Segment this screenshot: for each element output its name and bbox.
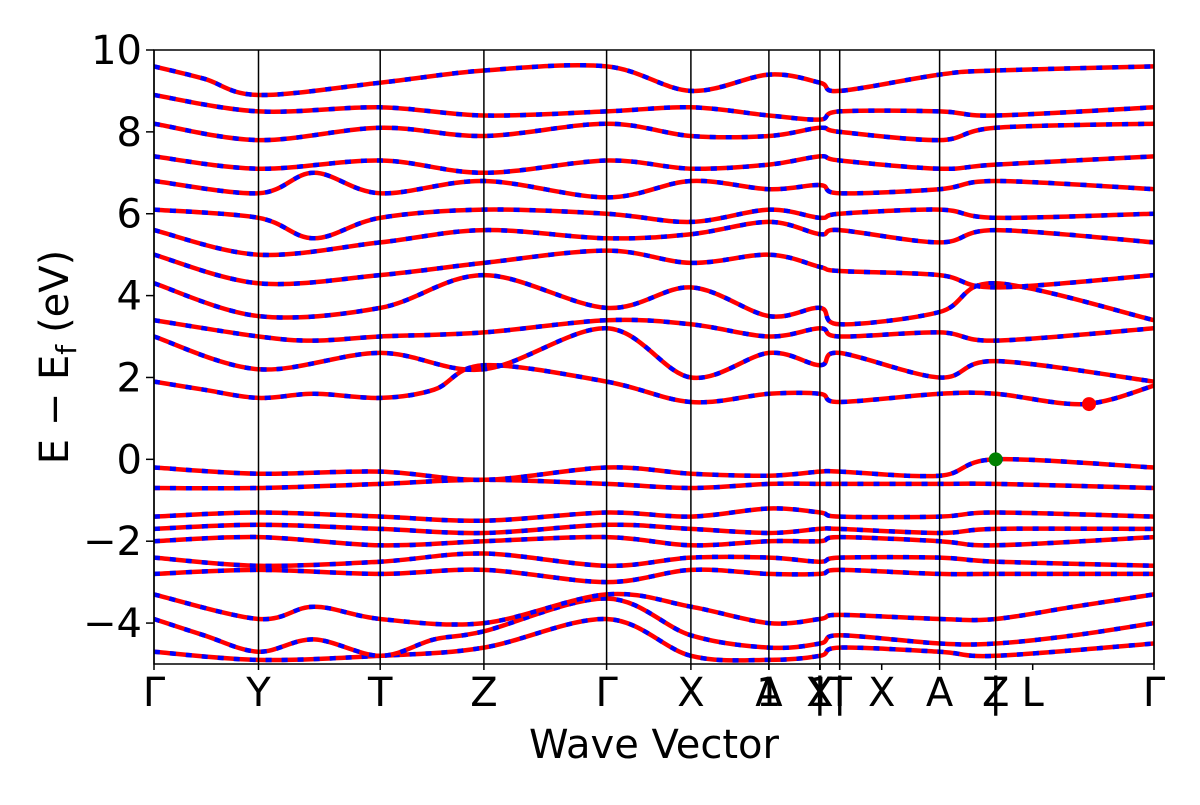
x-tick-label: |	[813, 670, 826, 716]
band-0-dashed-line	[154, 616, 1154, 663]
x-tick-label: Z	[470, 670, 497, 716]
band-1-line	[154, 596, 1154, 659]
x-tick-label: 1	[756, 670, 781, 716]
band-14-dashed-line	[154, 248, 1154, 290]
y-tick-label: 0	[117, 437, 142, 483]
x-tick-label: |	[833, 670, 846, 716]
y-tick-label: 2	[117, 355, 142, 401]
band-17-dashed-line	[154, 170, 1154, 200]
band-3-dashed-line	[154, 567, 1154, 585]
x-tick-label: Y	[807, 670, 833, 716]
y-axis-label: E − Ef (eV)	[32, 250, 83, 465]
y-tick-label: −2	[83, 519, 142, 565]
band-6-dashed-line	[154, 522, 1154, 536]
cbm-marker	[1082, 397, 1096, 412]
x-tick-label: Z	[982, 670, 1009, 716]
y-tick-label: 6	[117, 192, 142, 238]
band-12-dashed-line	[154, 317, 1154, 343]
plot-area	[153, 49, 1155, 665]
markers-layer	[988, 397, 1096, 467]
band-11-dashed-line	[154, 326, 1154, 384]
band-2-line	[154, 591, 1154, 627]
band-20-dashed-line	[154, 92, 1154, 122]
band-9-dashed-line	[154, 456, 1154, 483]
x-tick-label: A	[926, 670, 954, 716]
band-19-dashed-line	[154, 121, 1154, 143]
vbm-marker	[988, 452, 1003, 467]
y-tick-label: 10	[91, 28, 142, 74]
x-tick-label: T	[367, 670, 393, 716]
x-tick-label: T	[826, 670, 852, 716]
y-axis: 10 8 6 4 2 0 −2 −4	[83, 28, 154, 647]
x-axis-label: Wave Vector	[529, 722, 780, 768]
x-tick-label: Γ	[1143, 670, 1166, 716]
band-15-dashed-line	[154, 219, 1154, 258]
band-8-dashed-line	[154, 477, 1154, 491]
x-tick-label: 1	[807, 670, 832, 716]
band-10-dashed-line	[154, 362, 1154, 407]
band-16-dashed-line	[154, 207, 1154, 241]
y-tick-label: 8	[117, 110, 142, 156]
y-axis-label-main: E − E	[32, 355, 78, 465]
band-4-dashed-line	[154, 551, 1154, 569]
x-tick-label: L	[1022, 670, 1045, 716]
x-tick-label: X	[806, 670, 833, 716]
y-tick-label: 4	[117, 274, 142, 320]
x-tick-label: Γ	[143, 670, 166, 716]
x-tick-label: |	[989, 670, 1002, 716]
y-axis-label-sub: f	[50, 344, 83, 355]
x-axis: Γ Y T Z Γ X A1 YX|1T| X A Z| L Γ	[143, 664, 1166, 716]
y-tick-label: −4	[83, 601, 142, 647]
plot-frame	[153, 49, 1155, 665]
y-axis-label-unit: (eV)	[32, 250, 78, 333]
x-tick-label: X	[677, 670, 704, 716]
x-tick-label: A	[755, 670, 783, 716]
x-tick-label: Y	[245, 670, 271, 716]
band-13-line	[154, 272, 1154, 327]
x-tick-label: Γ	[595, 670, 618, 716]
band-5-dashed-line	[154, 534, 1154, 548]
band-18-dashed-line	[154, 154, 1154, 176]
bands-layer	[154, 62, 1154, 663]
band-7-dashed-line	[154, 506, 1154, 524]
x-tick-label: X	[868, 670, 895, 716]
